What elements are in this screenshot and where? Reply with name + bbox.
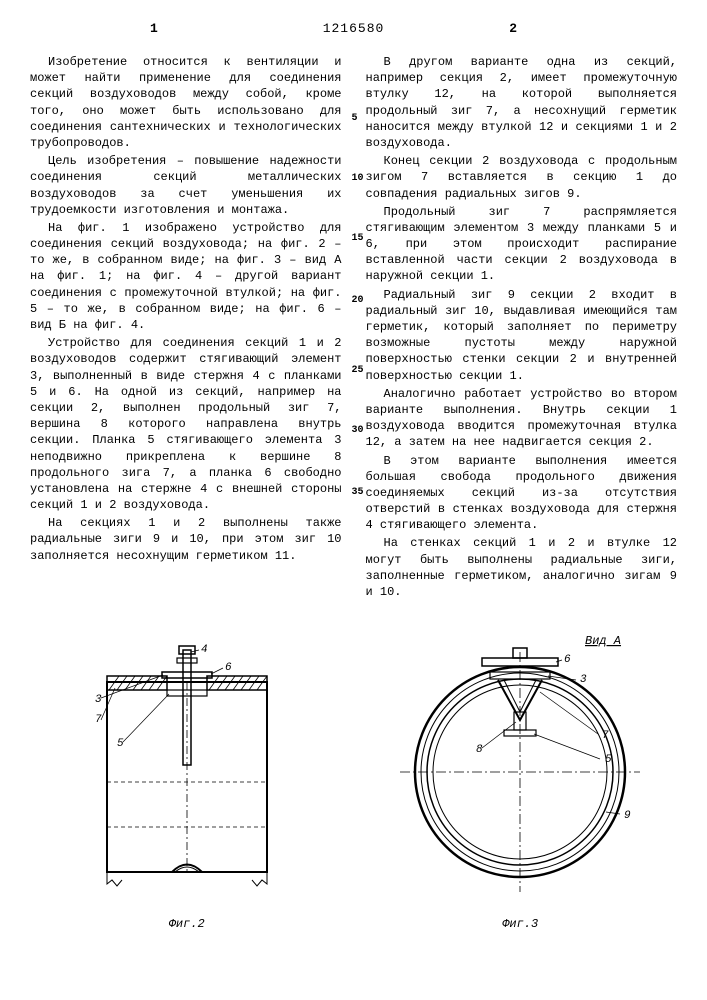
annotation-4: 4 — [201, 644, 208, 656]
line-number: 10 — [352, 172, 364, 186]
figure-3-label: Фиг.3 — [502, 916, 538, 932]
line-number: 35 — [352, 486, 364, 500]
paragraph: Цель изобретения – повышение надежности … — [30, 153, 342, 218]
annotation-5: 5 — [605, 754, 612, 766]
figure-2-label: Фиг.2 — [169, 916, 205, 932]
annotation-3: 3 — [95, 694, 102, 706]
paragraph: На фиг. 1 изображено устройство для соед… — [30, 220, 342, 333]
paragraph: В этом варианте выполнения имеется больш… — [366, 453, 678, 534]
figure-3-svg: Вид А 6 3 7 5 — [370, 622, 670, 912]
line-number: 20 — [352, 294, 364, 308]
figure-2: 7 3 5 4 6 Фиг.2 — [30, 622, 344, 932]
paragraph: Устройство для соединения секций 1 и 2 в… — [30, 335, 342, 513]
annotation-3: 3 — [580, 674, 587, 686]
annotation-8: 8 — [476, 744, 483, 756]
paragraph: Изобретение относится к вентиляции и мож… — [30, 54, 342, 151]
line-number: 25 — [352, 364, 364, 378]
figures-row: 7 3 5 4 6 Фиг.2 Вид А — [30, 622, 677, 932]
paragraph: В другом варианте одна из секций, наприм… — [366, 54, 678, 151]
right-column: 5 10 15 20 25 30 35 В другом варианте од… — [366, 54, 678, 602]
line-number: 5 — [352, 112, 358, 126]
paragraph: На стенках секций 1 и 2 и втулке 12 могу… — [366, 535, 678, 600]
text-columns: Изобретение относится к вентиляции и мож… — [30, 54, 677, 602]
paragraph: Продольный зиг 7 распрямляется стягивающ… — [366, 204, 678, 285]
figure-3: Вид А 6 3 7 5 — [364, 622, 678, 932]
annotation-5: 5 — [117, 738, 124, 750]
page-header: 1 1216580 2 — [30, 20, 677, 44]
annotation-7: 7 — [95, 714, 102, 726]
paragraph: Радиальный зиг 9 секции 2 входит в радиа… — [366, 287, 678, 384]
paragraph: Аналогично работает устройство во втором… — [366, 386, 678, 451]
document-number: 1216580 — [323, 20, 385, 38]
left-column: Изобретение относится к вентиляции и мож… — [30, 54, 342, 602]
figure-2-svg: 7 3 5 4 6 — [57, 622, 317, 912]
line-number: 15 — [352, 232, 364, 246]
paragraph: На секциях 1 и 2 выполнены также радиаль… — [30, 515, 342, 564]
line-number: 30 — [352, 424, 364, 438]
annotation-7: 7 — [602, 730, 609, 742]
view-label: Вид А — [585, 634, 621, 648]
annotation-6: 6 — [225, 662, 232, 674]
page-number-right: 2 — [509, 20, 517, 38]
annotation-9: 9 — [624, 810, 631, 822]
page-number-left: 1 — [150, 20, 158, 38]
paragraph: Конец секции 2 воздуховода с продольным … — [366, 153, 678, 202]
annotation-6: 6 — [564, 654, 571, 666]
